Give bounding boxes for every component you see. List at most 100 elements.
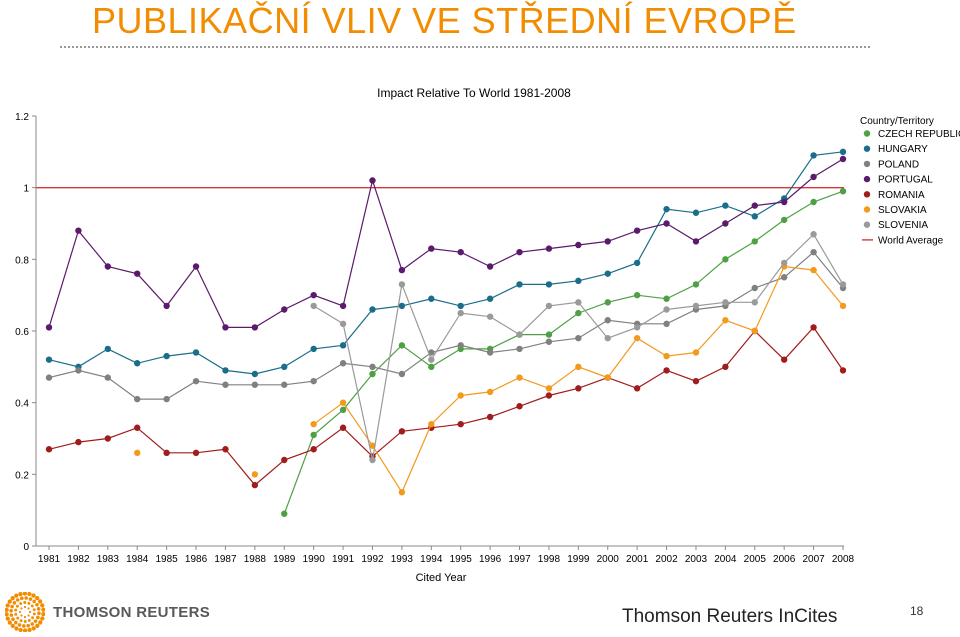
data-point-slovakia	[692, 349, 700, 356]
series-line-portugal	[48, 158, 844, 328]
brand-logo: THOMSON REUTERS	[5, 592, 210, 632]
data-point-hungary	[486, 295, 494, 302]
data-point-portugal	[75, 227, 82, 234]
data-point-slovenia	[722, 299, 729, 306]
x-tick-label: 1988	[244, 554, 267, 565]
data-point-poland	[810, 248, 817, 256]
legend-label-portugal: PORTUGAL	[878, 175, 933, 186]
data-point-portugal	[251, 324, 259, 331]
data-point-romania	[575, 385, 582, 392]
data-point-slovenia	[633, 324, 641, 331]
data-point-romania	[281, 456, 288, 464]
data-point-hungary	[545, 281, 553, 288]
data-point-slovenia	[398, 281, 406, 288]
data-point-hungary	[663, 205, 670, 213]
x-tick-label: 1982	[67, 554, 90, 565]
data-point-slovakia	[457, 392, 464, 399]
data-point-poland	[663, 320, 670, 328]
plot-area: 0 0.2 0.4 0.6 0.8 1 1.2 1981 1982 1983 1984 1985 198…	[15, 112, 854, 565]
data-point-hungary	[339, 342, 347, 349]
data-point-portugal	[310, 291, 317, 299]
x-tick-label: 1985	[156, 554, 179, 565]
data-point-portugal	[751, 202, 758, 209]
data-point-czech-republic	[751, 238, 758, 245]
data-point-slovenia	[339, 320, 347, 328]
data-point-slovenia	[839, 281, 847, 288]
x-tick-label: 1990	[303, 554, 326, 565]
x-tick-label: 2002	[655, 554, 678, 565]
data-point-slovenia	[780, 259, 788, 267]
x-tick-label: 1981	[38, 554, 61, 565]
data-point-poland	[339, 360, 347, 367]
x-tick-label: 2000	[597, 554, 620, 565]
data-point-slovenia	[457, 309, 464, 317]
data-point-hungary	[751, 213, 758, 220]
legend-label-slovakia: SLOVAKIA	[878, 205, 927, 216]
data-point-romania	[398, 428, 406, 435]
data-point-poland	[575, 334, 582, 342]
data-point-hungary	[633, 259, 641, 267]
legend-title: Country/Territory	[860, 116, 934, 127]
line-chart: Impact Relative To World 1981-2008 Cited…	[15, 86, 960, 584]
x-tick-label: 1984	[126, 554, 149, 565]
data-point-hungary	[104, 345, 112, 353]
brand-name: THOMSON REUTERS	[53, 603, 211, 621]
series-line-poland	[48, 251, 844, 400]
data-point-hungary	[134, 360, 141, 367]
x-tick-label: 2006	[773, 554, 796, 565]
data-point-hungary	[604, 270, 611, 277]
data-point-czech-republic	[663, 295, 670, 302]
data-point-slovenia	[545, 302, 553, 310]
legend-label-hungary: HUNGARY	[878, 144, 928, 155]
data-point-hungary	[45, 356, 53, 363]
legend-marker-romania	[863, 191, 871, 198]
data-point-czech-republic	[692, 281, 700, 288]
data-point-poland	[222, 381, 229, 388]
data-point-hungary	[251, 370, 259, 378]
x-tick-label: 1997	[508, 554, 531, 565]
data-point-poland	[281, 381, 288, 388]
data-point-czech-republic	[310, 431, 317, 439]
data-point-hungary	[398, 302, 406, 310]
legend-marker-slovakia	[863, 206, 871, 213]
data-point-slovakia	[575, 363, 582, 371]
data-point-romania	[839, 367, 847, 374]
series-line-slovenia	[313, 233, 844, 461]
data-point-czech-republic	[722, 256, 729, 263]
data-point-romania	[339, 424, 347, 431]
data-point-romania	[310, 446, 317, 453]
data-point-portugal	[663, 220, 670, 227]
data-point-hungary	[281, 363, 288, 371]
data-point-romania	[251, 481, 259, 489]
data-point-czech-republic	[545, 331, 553, 338]
data-point-hungary	[575, 277, 582, 285]
data-point-romania	[486, 413, 494, 421]
data-point-slovakia	[251, 471, 259, 478]
data-point-hungary	[810, 152, 817, 159]
data-point-poland	[251, 381, 259, 388]
slide-title: PUBLIKAČNÍ VLIV VE STŘEDNÍ EVROPĚ	[92, 0, 797, 41]
data-point-portugal	[633, 227, 641, 234]
x-tick-label: 2004	[714, 554, 737, 565]
slide-number: 18	[910, 604, 924, 618]
x-axis-label: Cited Year	[416, 572, 467, 584]
y-tick-label: 1	[23, 184, 29, 195]
data-point-romania	[222, 446, 229, 453]
data-point-hungary	[428, 295, 435, 302]
data-point-slovakia	[722, 317, 729, 324]
data-point-slovenia	[604, 334, 611, 342]
x-tick-label: 1999	[567, 554, 590, 565]
data-point-poland	[751, 284, 758, 292]
data-point-czech-republic	[369, 370, 376, 378]
x-tick-label: 1994	[420, 554, 443, 565]
data-point-portugal	[516, 248, 523, 256]
data-point-romania	[75, 438, 82, 446]
data-point-slovakia	[428, 420, 435, 428]
data-point-portugal	[104, 263, 112, 270]
y-tick-label: 0.2	[15, 470, 29, 481]
series-line-hungary	[48, 151, 844, 375]
data-point-hungary	[457, 302, 464, 310]
data-point-slovakia	[839, 302, 847, 310]
x-tick-label: 1996	[479, 554, 502, 565]
data-point-slovakia	[545, 385, 553, 392]
